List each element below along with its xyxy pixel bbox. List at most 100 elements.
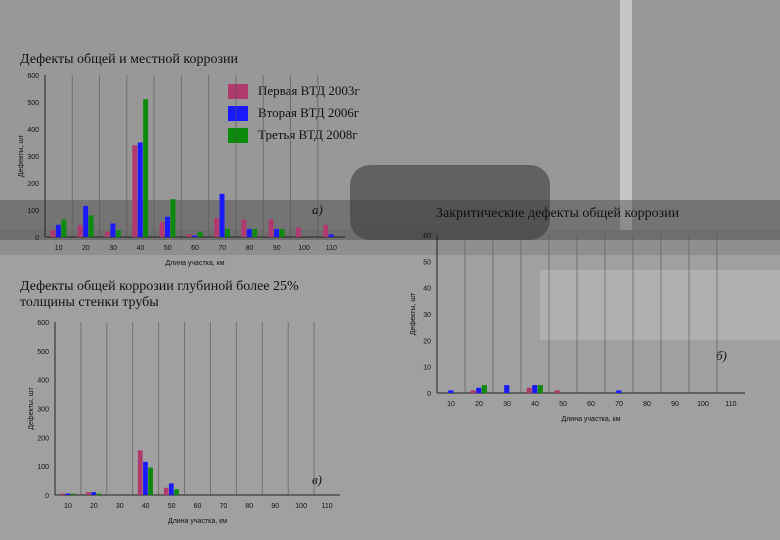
chart-a-title: Дефекты общей и местной коррозии: [20, 52, 238, 67]
bar: [65, 493, 71, 495]
legend-label: Первая ВТД 2003г: [258, 83, 360, 98]
bar: [186, 234, 192, 237]
bar: [504, 385, 510, 393]
x-tick-label: 40: [531, 401, 539, 408]
y-tick-label: 60: [423, 233, 431, 240]
x-tick-label: 10: [55, 245, 63, 252]
bar: [219, 193, 225, 237]
x-tick-label: 80: [246, 245, 254, 252]
y-tick-label: 600: [27, 73, 39, 80]
bar: [268, 219, 274, 237]
bar: [55, 224, 61, 237]
x-tick-label: 60: [191, 245, 199, 252]
bar: [537, 385, 543, 393]
y-tick-label: 300: [27, 154, 39, 161]
bar: [279, 228, 285, 237]
x-tick-label: 30: [116, 503, 124, 510]
bar: [197, 231, 203, 237]
chart-c-title: Дефекты общей коррозии глубиной более 25…: [20, 279, 299, 310]
bar: [105, 231, 110, 237]
bar: [91, 492, 96, 495]
bar: [328, 234, 334, 237]
y-tick-label: 300: [37, 407, 49, 414]
x-tick-label: 50: [168, 503, 176, 510]
y-tick-label: 40: [423, 286, 431, 293]
x-tick-label: 60: [194, 503, 202, 510]
y-tick-label: 100: [37, 464, 49, 471]
legend-item-first: Первая ВТД 2003г: [228, 80, 360, 102]
y-tick-label: 20: [423, 338, 431, 345]
x-tick-label: 90: [671, 401, 679, 408]
legend-swatch: [228, 105, 248, 121]
x-tick-label: 110: [321, 503, 332, 510]
y-tick-label: 200: [37, 435, 49, 442]
bar: [61, 219, 67, 237]
y-tick-label: 200: [27, 181, 39, 188]
legend-item-second: Вторая ВТД 2006г: [228, 102, 360, 124]
bar: [192, 235, 198, 237]
x-tick-label: 10: [64, 503, 72, 510]
chart-a-legend: Первая ВТД 2003г Вторая ВТД 2006г Третья…: [228, 80, 360, 146]
bar: [163, 487, 169, 495]
x-tick-label: 40: [137, 245, 145, 252]
x-tick-label: 20: [475, 401, 483, 408]
x-tick-label: 20: [82, 245, 90, 252]
x-tick-label: 110: [326, 245, 337, 252]
x-tick-label: 70: [220, 503, 228, 510]
x-tick-label: 100: [295, 503, 307, 510]
bar: [476, 387, 482, 393]
bar: [526, 387, 532, 393]
x-tick-label: 30: [503, 401, 511, 408]
bar: [83, 205, 89, 237]
bar: [77, 224, 83, 237]
bar: [110, 223, 116, 237]
legend-label: Вторая ВТД 2006г: [258, 105, 360, 120]
bar: [148, 467, 153, 495]
x-tick-label: 110: [725, 401, 736, 408]
bar: [115, 230, 121, 237]
x-tick-label: 80: [245, 503, 253, 510]
bar: [481, 385, 487, 393]
y-tick-label: 0: [427, 391, 431, 398]
legend-swatch: [228, 83, 248, 99]
x-tick-label: 40: [142, 503, 150, 510]
x-tick-label: 50: [559, 401, 567, 408]
x-tick-label: 70: [615, 401, 623, 408]
bar: [70, 493, 76, 495]
bar: [132, 145, 138, 237]
y-tick-label: 600: [37, 320, 49, 327]
bar: [169, 483, 174, 495]
x-tick-label: 90: [271, 503, 279, 510]
bar: [50, 230, 56, 237]
x-axis-label: Длина участка, км: [168, 518, 227, 525]
bar: [86, 492, 91, 495]
x-tick-label: 30: [109, 245, 117, 252]
chart-b-title: Закритические дефекты общей коррозии: [436, 206, 680, 221]
bar: [252, 228, 258, 237]
chart-c-tag: в): [312, 472, 322, 487]
bar: [143, 99, 149, 237]
bar: [96, 493, 102, 495]
bar: [295, 227, 301, 237]
y-tick-label: 500: [37, 349, 49, 356]
y-axis-label: Дефекты, шт: [410, 292, 417, 335]
bar: [137, 450, 143, 495]
bar: [241, 219, 247, 237]
x-tick-label: 20: [90, 503, 98, 510]
x-tick-label: 10: [447, 401, 455, 408]
bar: [159, 222, 165, 237]
y-tick-label: 400: [27, 127, 39, 134]
x-axis-label: Длина участка, км: [165, 260, 224, 267]
x-tick-label: 90: [273, 245, 281, 252]
chart-b-tag: б): [716, 348, 727, 363]
bar: [170, 199, 176, 237]
x-tick-label: 80: [643, 401, 651, 408]
x-tick-label: 60: [587, 401, 595, 408]
bar: [165, 216, 170, 237]
legend-swatch: [228, 127, 248, 143]
y-tick-label: 30: [423, 312, 431, 319]
bar: [470, 390, 476, 393]
